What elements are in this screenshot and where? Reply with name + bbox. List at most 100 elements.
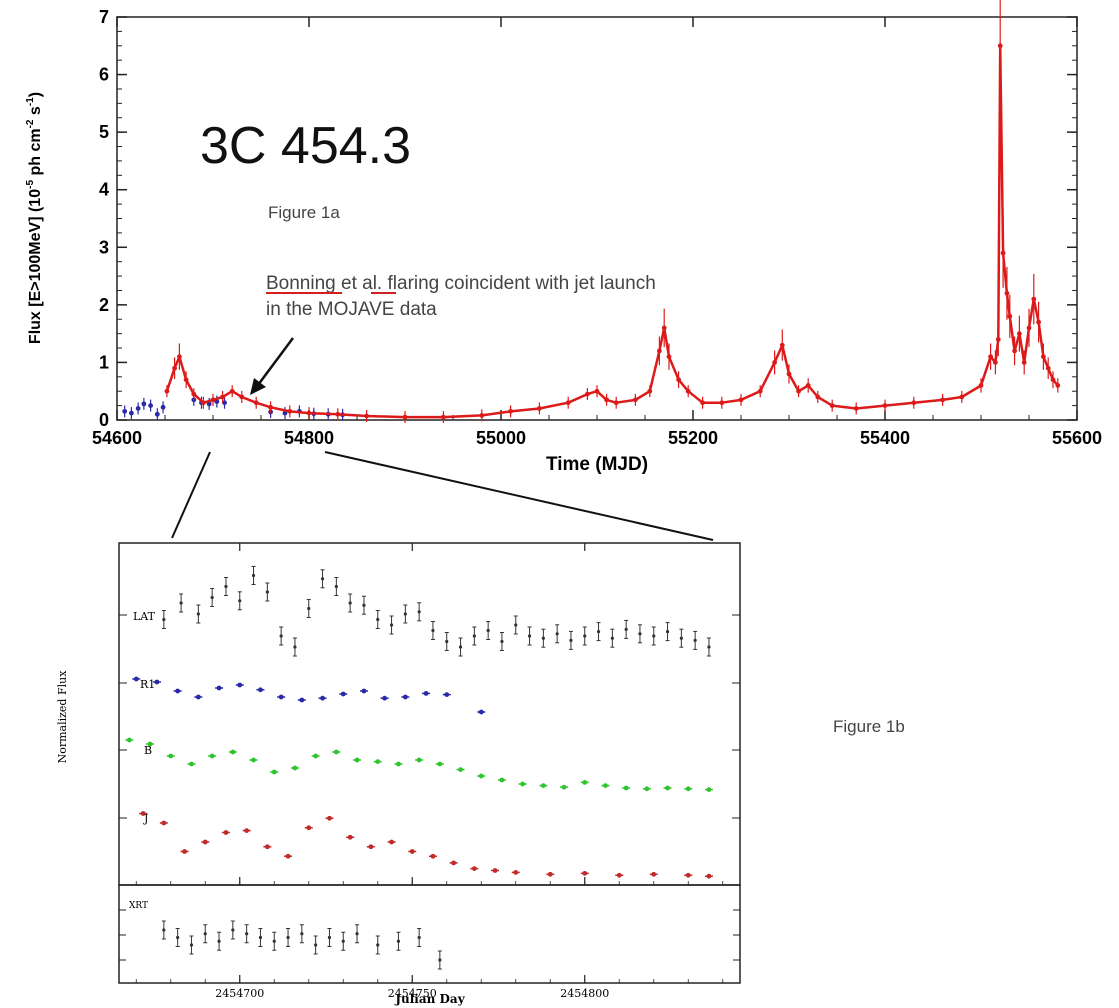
xrt-data-point	[396, 939, 401, 943]
fermi-data-point	[772, 360, 777, 365]
annotation-arrow	[250, 337, 295, 395]
lat-data-point	[555, 632, 559, 636]
j-data-point	[202, 839, 208, 845]
fermi-data-point	[978, 383, 984, 388]
fermi-data-point	[719, 400, 725, 406]
b-data-point	[147, 741, 153, 747]
lat-data-point	[569, 638, 573, 643]
b-data-point	[375, 759, 381, 764]
j-data-point	[547, 871, 553, 877]
fermi-data-point	[815, 394, 821, 400]
b-data-point	[209, 753, 215, 759]
r1-data-point	[195, 694, 201, 700]
fermi-data-point	[1031, 296, 1037, 302]
lat-data-point	[238, 599, 242, 603]
r1-data-point	[258, 687, 263, 693]
b-data-point	[458, 767, 463, 772]
fermi-data-point	[441, 414, 446, 420]
xrt-data-point	[189, 943, 194, 947]
lat-data-point	[652, 634, 656, 638]
fermi-data-point	[164, 388, 170, 394]
j-data-point	[140, 811, 146, 816]
y-label-mid: ph cm	[27, 128, 44, 180]
zoom-connector-left	[171, 451, 211, 539]
y-tick-label: 1	[99, 352, 109, 372]
fermi-data-point	[738, 397, 744, 403]
b-data-point	[561, 784, 567, 790]
xrt-data-point	[314, 943, 318, 947]
y-tick-label: 2	[99, 295, 109, 315]
fermi-data-point	[853, 406, 859, 411]
b-data-point	[644, 786, 650, 792]
b-data-point	[230, 749, 236, 755]
band-label-lat: LAT	[133, 610, 156, 623]
b-data-point	[582, 780, 588, 785]
b-data-point	[623, 785, 629, 791]
b-data-point	[189, 761, 194, 767]
xrt-data-point	[438, 958, 442, 962]
xrt-data-point	[327, 935, 332, 940]
x-tick-label: 54800	[284, 428, 334, 448]
j-data-point	[685, 872, 691, 878]
figure-1b-label: Figure 1b	[833, 717, 905, 736]
y-tick-label: 0	[99, 410, 109, 430]
b-data-point	[499, 777, 505, 783]
fermi-data-point	[201, 400, 206, 406]
fermi-data-point	[661, 325, 667, 331]
b-data-point	[685, 786, 691, 792]
fermi-data-point	[364, 413, 369, 419]
lat-data-point	[486, 628, 490, 633]
b-data-point	[313, 753, 319, 759]
egret-data-point	[141, 401, 147, 407]
r1-data-point	[175, 688, 181, 694]
y-label-exp2: -2	[25, 119, 36, 128]
lat-data-point	[514, 623, 518, 627]
lat-data-point	[527, 634, 532, 638]
r1-data-point	[423, 691, 429, 696]
fermi-data-point	[633, 397, 638, 403]
r1-data-point	[216, 685, 222, 691]
fermi-data-point	[988, 354, 993, 360]
xrt-data-point	[176, 935, 180, 940]
y-tick-label: 3	[99, 237, 109, 257]
lat-data-point	[500, 639, 504, 644]
lat-data-point	[693, 638, 697, 643]
lat-data-point	[541, 636, 545, 640]
j-data-point	[161, 820, 167, 826]
fermi-data-point	[565, 400, 571, 406]
lat-data-point	[251, 573, 256, 578]
lat-data-point	[265, 590, 269, 594]
lat-data-point	[445, 639, 449, 644]
plot-b-xrt-frame	[118, 884, 741, 984]
j-data-point	[244, 828, 250, 833]
lat-data-point	[638, 632, 642, 636]
fermi-data-point	[253, 400, 259, 406]
xrt-data-point	[417, 935, 421, 940]
fermi-data-point	[911, 400, 917, 406]
y-tick-label: 4	[99, 180, 109, 200]
fermi-data-point	[657, 348, 662, 354]
fermi-data-point	[220, 394, 226, 400]
fermi-data-point	[676, 377, 681, 383]
j-data-point	[264, 844, 270, 850]
xrt-data-point	[231, 928, 235, 932]
j-data-point	[409, 849, 415, 854]
fermi-data-point	[647, 388, 653, 394]
y-label-close: )	[27, 92, 44, 97]
band-label-b: B	[144, 744, 152, 757]
b-data-point	[665, 785, 670, 791]
fermi-data-point	[796, 388, 801, 394]
fermi-data-point	[1045, 365, 1051, 371]
fermi-data-point	[1036, 319, 1041, 325]
egret-data-point	[222, 400, 227, 406]
lat-data-point	[179, 601, 183, 605]
x-tick-label: 55200	[668, 428, 718, 448]
lat-data-point	[210, 595, 214, 600]
lat-data-point	[196, 612, 200, 616]
band-label-j: J	[143, 812, 148, 825]
source-name: 3C 454.3	[200, 117, 411, 175]
fermi-data-point	[1007, 313, 1013, 319]
xrt-data-point	[217, 939, 221, 943]
r1-data-point	[361, 688, 367, 694]
lat-data-point	[665, 630, 670, 634]
